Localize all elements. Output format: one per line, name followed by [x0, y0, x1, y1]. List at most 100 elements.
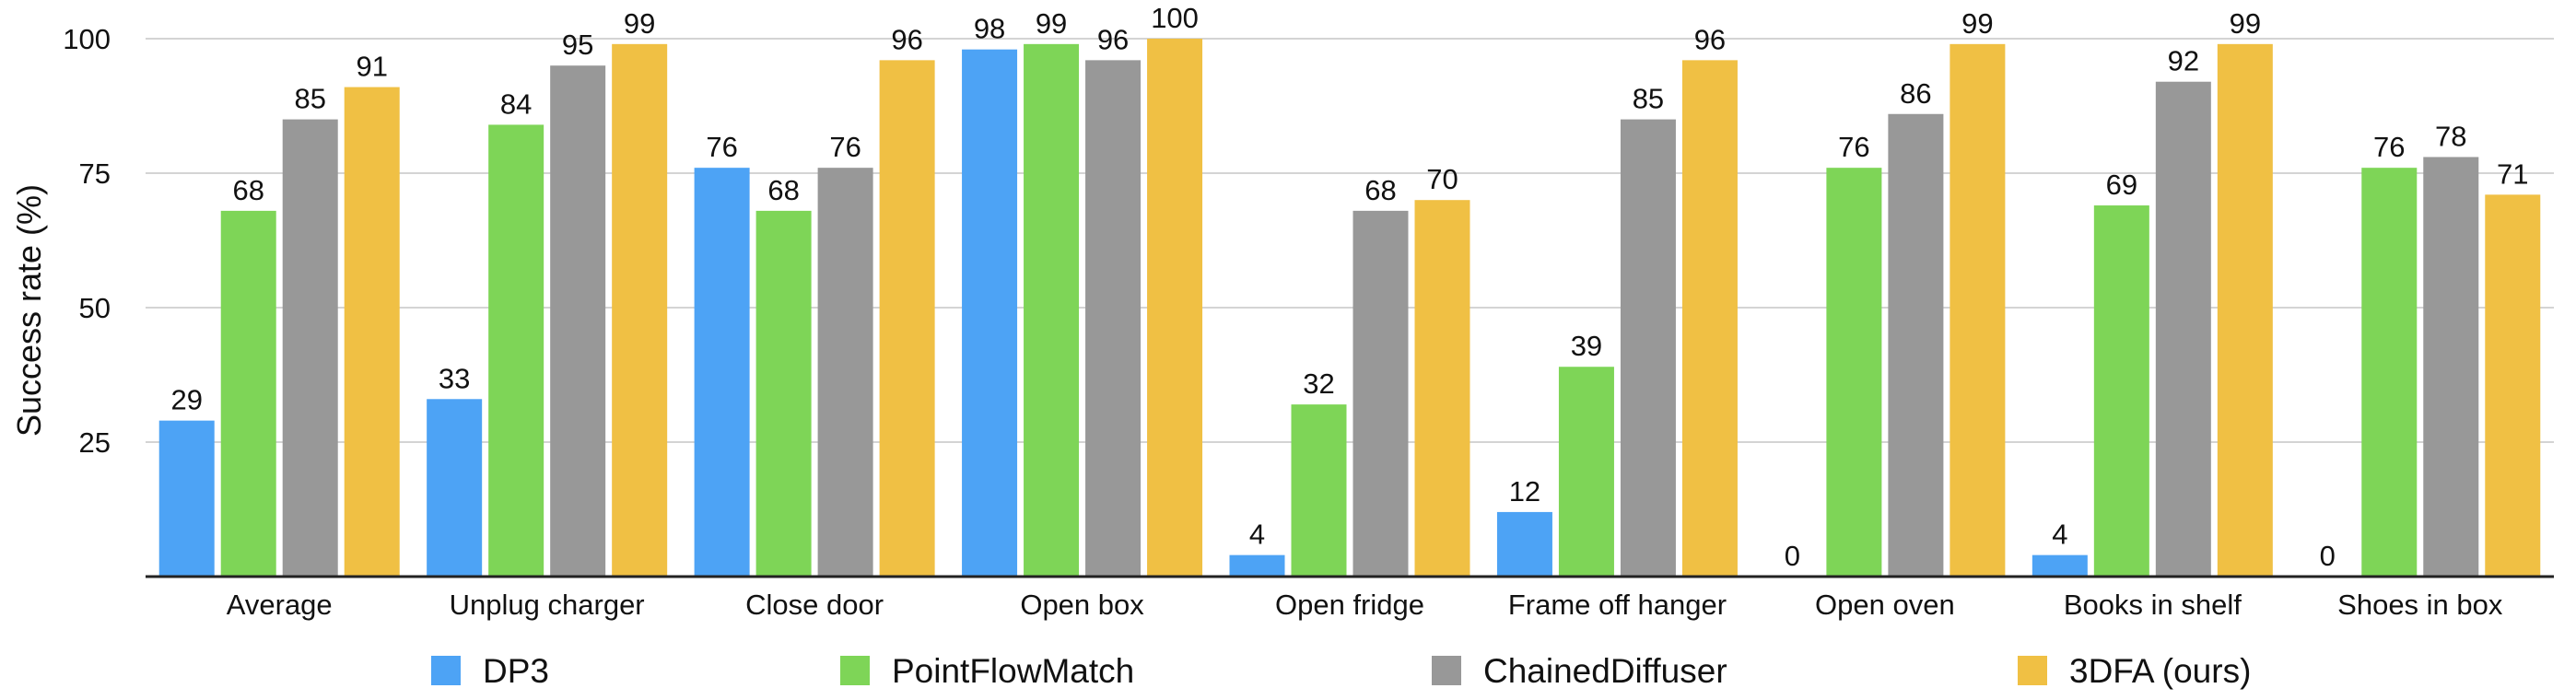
x-tick-label: Shoes in box — [2337, 589, 2503, 621]
value-label: 100 — [1151, 2, 1199, 34]
value-label: 99 — [624, 7, 655, 40]
value-label: 68 — [1364, 174, 1396, 206]
legend-item[interactable]: ChainedDiffuser — [1432, 652, 1727, 690]
value-label: 76 — [1838, 131, 1869, 163]
bar-2-0 — [282, 119, 338, 577]
value-label: 85 — [1633, 83, 1664, 115]
value-label: 96 — [891, 23, 922, 55]
bar-0-7 — [2032, 554, 2088, 577]
bar-1-6 — [1826, 168, 1882, 577]
value-label: 32 — [1303, 368, 1334, 400]
bar-0-5 — [1496, 511, 1552, 577]
bar-2-8 — [2423, 157, 2479, 578]
bar-1-4 — [1291, 404, 1347, 577]
bar-3-2 — [879, 60, 935, 578]
x-tick-label: Frame off hanger — [1508, 589, 1727, 621]
bar-0-1 — [427, 399, 483, 577]
x-tick-label: Open box — [1020, 589, 1144, 621]
legend-swatch — [840, 656, 870, 685]
value-label: 71 — [2497, 158, 2528, 190]
bar-0-2 — [694, 168, 750, 577]
y-tick-label: 25 — [79, 426, 111, 459]
value-label: 0 — [2320, 540, 2336, 572]
bar-1-5 — [1558, 367, 1614, 577]
value-label: 33 — [439, 362, 470, 394]
bar-0-3 — [962, 49, 1018, 578]
value-label: 98 — [974, 13, 1005, 45]
bar-2-6 — [1888, 113, 1944, 577]
legend-label: PointFlowMatch — [892, 652, 1134, 690]
bar-3-7 — [2217, 43, 2273, 577]
x-tick-label: Average — [227, 589, 333, 621]
legend-swatch — [1432, 656, 1461, 685]
bar-1-8 — [2361, 168, 2418, 577]
bar-1-7 — [2093, 205, 2149, 578]
legend[interactable]: DP3 PointFlowMatch ChainedDiffuser 3DFA (ou… — [431, 652, 2251, 690]
x-tick-label: Books in shelf — [2064, 589, 2242, 621]
bars — [158, 39, 2541, 578]
x-tick-label: Open fridge — [1275, 589, 1424, 621]
bar-1-2 — [755, 210, 812, 577]
bar-3-6 — [1950, 43, 2006, 577]
y-axis-title: Success rate (%) — [10, 184, 48, 437]
bar-2-1 — [550, 65, 606, 577]
bar-1-3 — [1024, 43, 1080, 577]
legend-label: ChainedDiffuser — [1483, 652, 1727, 690]
value-labels: 29 68 85 91 33 84 95 99 76 68 76 96 98 99 96 100 4 32 68 70… — [170, 2, 2528, 572]
legend-label: DP3 — [483, 652, 549, 690]
value-label: 76 — [706, 131, 737, 163]
bar-1-1 — [488, 124, 544, 577]
value-label: 91 — [356, 51, 387, 83]
value-label: 69 — [2106, 169, 2137, 201]
value-label: 96 — [1694, 23, 1726, 55]
bar-2-4 — [1352, 210, 1409, 577]
value-label: 95 — [562, 29, 593, 61]
value-label: 96 — [1097, 23, 1129, 55]
legend-swatch — [431, 656, 461, 685]
value-label: 99 — [1036, 7, 1067, 40]
bar-2-3 — [1085, 60, 1142, 578]
value-label: 84 — [500, 88, 532, 120]
value-label: 76 — [2373, 131, 2405, 163]
y-tick-label: 75 — [79, 158, 111, 190]
value-label: 76 — [829, 131, 861, 163]
bar-3-5 — [1681, 60, 1738, 578]
value-label: 85 — [294, 83, 325, 115]
x-tick-label: Close door — [745, 589, 884, 621]
value-label: 99 — [2230, 7, 2261, 40]
value-label: 29 — [170, 384, 202, 416]
legend-swatch — [2018, 656, 2047, 685]
y-tick-label: 100 — [63, 23, 111, 55]
bar-2-7 — [2155, 81, 2211, 578]
bar-3-3 — [1147, 39, 1203, 577]
bar-3-1 — [612, 43, 668, 577]
bar-2-2 — [817, 168, 873, 577]
value-label: 39 — [1571, 330, 1602, 362]
bar-0-0 — [158, 420, 215, 577]
y-tick-label: 50 — [79, 292, 111, 324]
legend-item[interactable]: PointFlowMatch — [840, 652, 1134, 690]
value-label: 0 — [1785, 540, 1800, 572]
x-tick-label: Unplug charger — [450, 589, 645, 621]
gridlines — [146, 38, 2554, 443]
value-label: 4 — [2052, 519, 2067, 551]
x-tick-label: Open oven — [1815, 589, 1955, 621]
bar-3-0 — [344, 87, 400, 577]
value-label: 68 — [232, 174, 263, 206]
bar-3-8 — [2485, 194, 2541, 578]
value-label: 86 — [1900, 77, 1931, 110]
legend-item[interactable]: DP3 — [431, 652, 549, 690]
value-label: 78 — [2435, 120, 2466, 152]
bar-1-0 — [220, 210, 276, 577]
axes: 25 50 75 100 Average Unplug charger Close door… — [63, 23, 2554, 621]
legend-label: 3DFA (ours) — [2069, 652, 2251, 690]
value-label: 92 — [2168, 45, 2199, 77]
value-label: 12 — [1509, 475, 1540, 508]
legend-item[interactable]: 3DFA (ours) — [2018, 652, 2251, 690]
bar-3-4 — [1414, 200, 1470, 577]
value-label: 4 — [1249, 519, 1265, 551]
bar-2-5 — [1620, 119, 1676, 577]
value-label: 70 — [1426, 163, 1458, 195]
bar-0-4 — [1229, 554, 1285, 577]
